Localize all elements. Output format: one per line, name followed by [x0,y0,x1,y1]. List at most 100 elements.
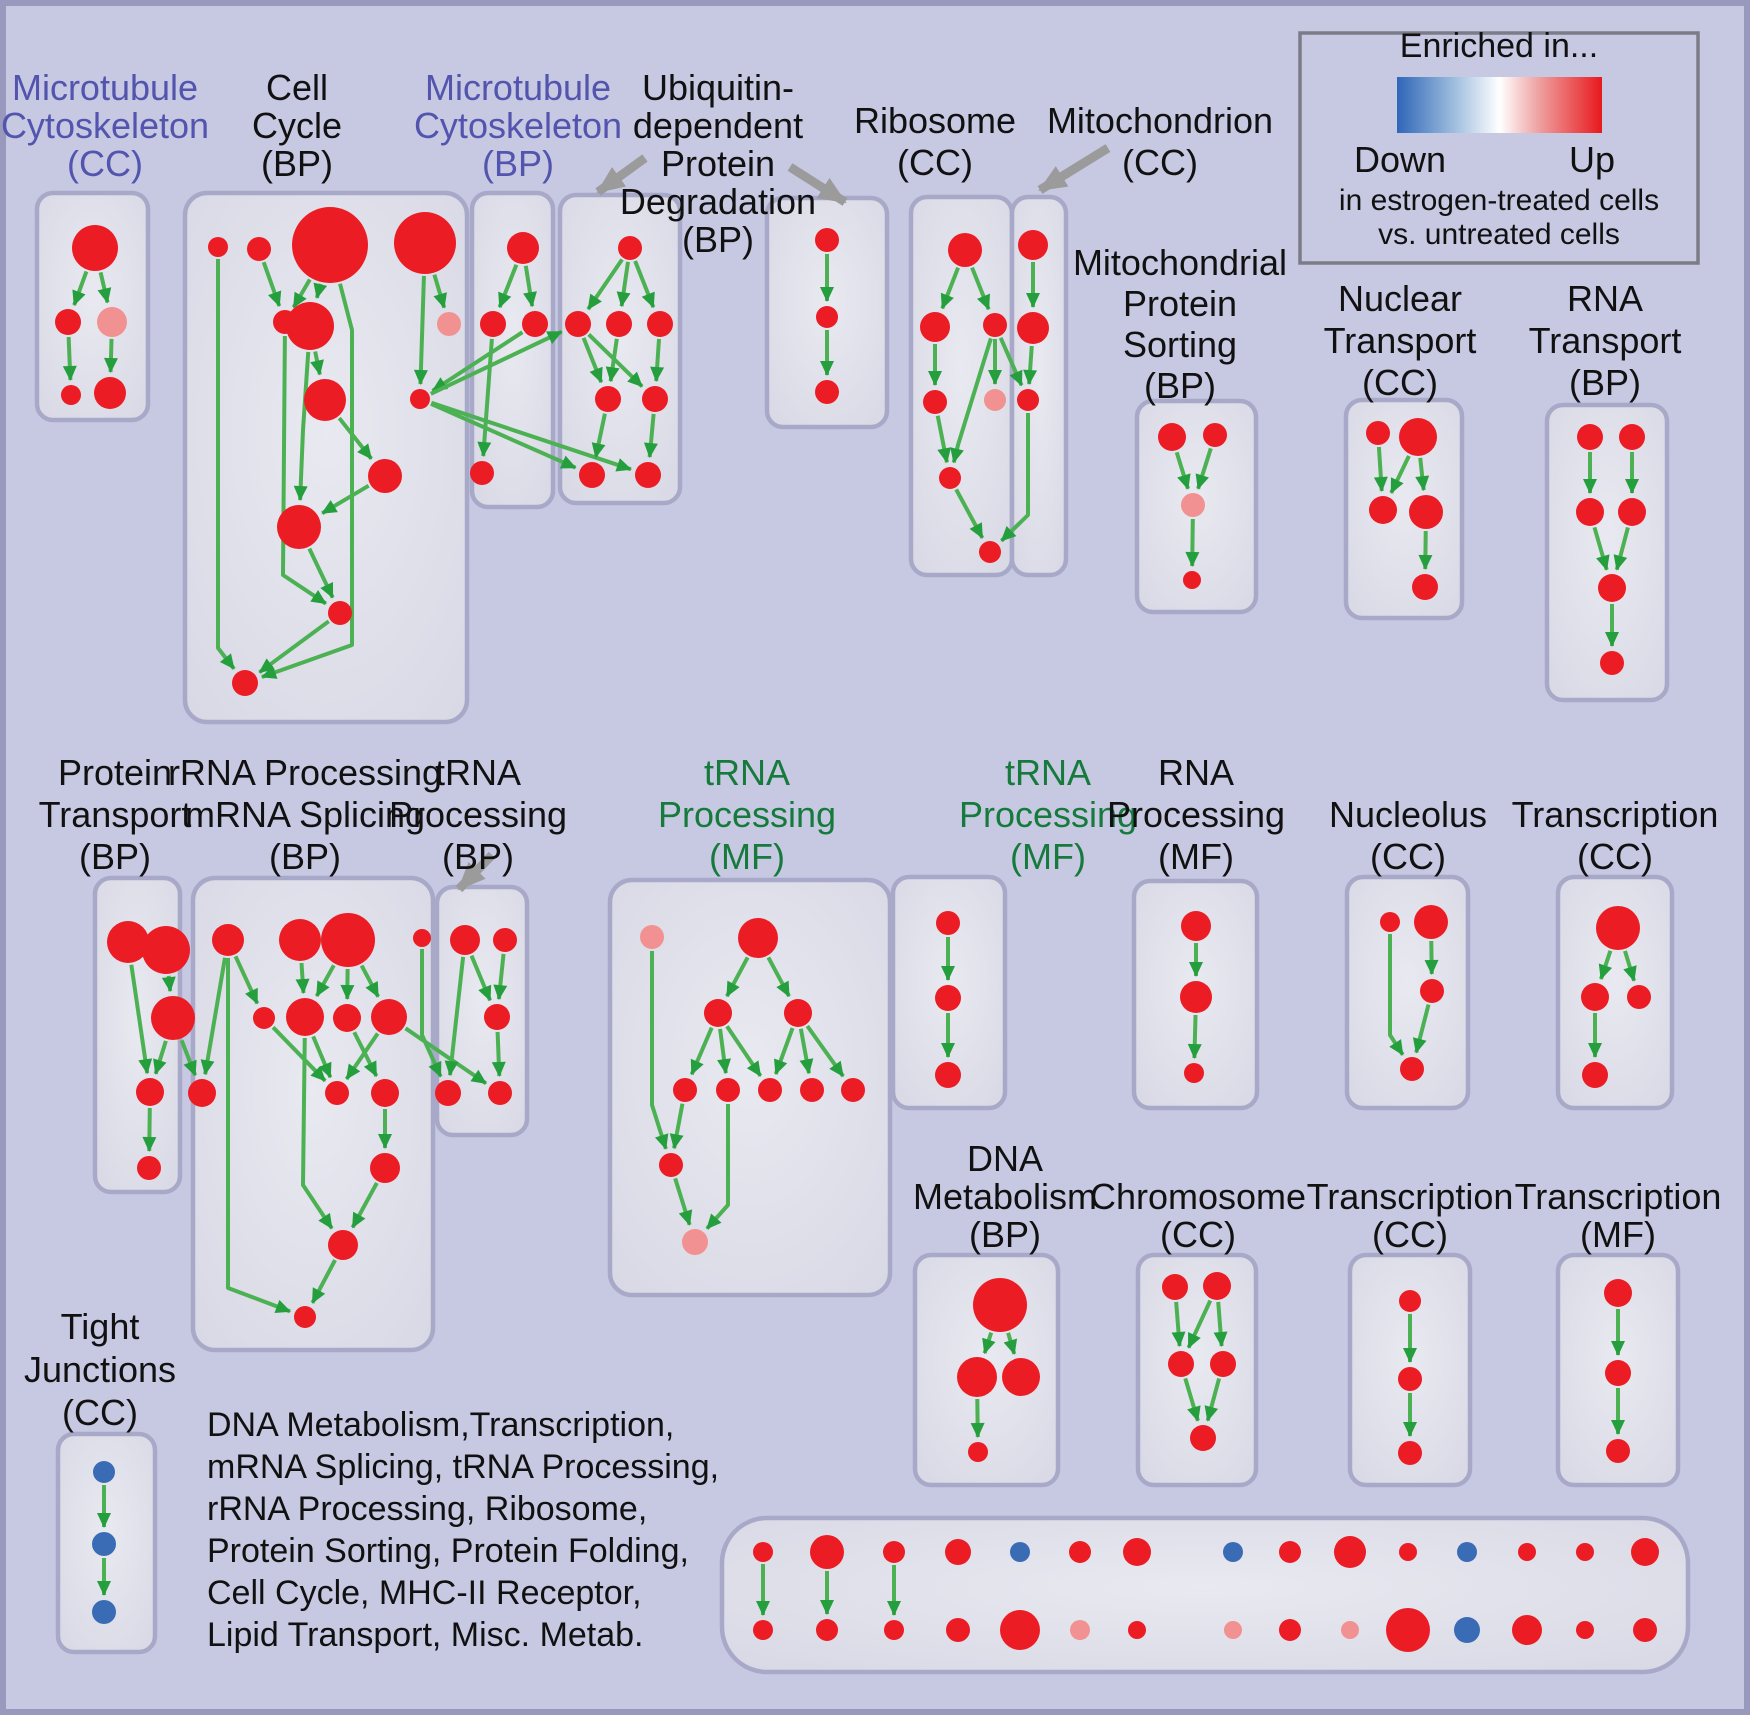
go-node-cell-cycle [247,237,271,261]
cluster-label-mitochondrion: Mitochondrion [1047,100,1273,141]
go-node-ubiquitin-degradation [606,311,632,337]
edge-arrow [350,1181,379,1229]
go-node-summary [1224,1621,1242,1639]
cluster-label-cell-cycle: Cycle [252,105,342,146]
misc-category-list-line: Lipid Transport, Misc. Metab. [207,1616,644,1654]
go-node-summary [1279,1619,1301,1641]
go-node-rrna-mrna [328,1230,358,1260]
edge-arrow [103,338,118,374]
edge-arrow [281,335,327,606]
go-node-tight-junctions [92,1600,116,1624]
go-node-ubiquitin-degradation [647,311,673,337]
go-node-summary [1633,1618,1657,1642]
go-node-trna-mf-1 [738,918,778,958]
cluster-label-ubiquitin-degradation: Degradation [620,181,816,222]
go-node-tight-junctions [92,1532,116,1556]
go-node-cell-cycle [208,237,228,257]
go-node-transcription-mf [1604,1279,1632,1307]
edge-arrow [271,1025,327,1083]
go-node-summary [1454,1617,1480,1643]
cluster-label-nuclear-transport: (CC) [1362,362,1438,403]
cluster-label-microtubule-bp: Cytoskeleton [414,105,622,146]
cluster-label-rna-transport: RNA [1567,278,1643,319]
go-node-ribosome [923,390,947,414]
go-node-ribosome [983,313,1007,337]
go-node-cell-cycle [277,505,321,549]
go-node-trna-mf-1 [784,999,812,1027]
go-node-rrna-mrna [253,1007,275,1029]
go-node-trna-mf-2 [935,1062,961,1088]
cluster-label-trna-bp: (BP) [442,836,514,877]
cluster-label-dna-metabolism: Metabolism [913,1176,1097,1217]
edge-arrow [935,415,952,464]
edge-arrow [805,1024,845,1078]
go-node-rrna-mrna [294,1306,316,1328]
go-node-transcription-mf [1606,1439,1630,1463]
go-node-microtubule-bp [507,232,539,264]
go-node-rrna-mrna [212,924,244,956]
cluster-label-transcription-mf: Transcription [1515,1176,1722,1217]
go-node-transcription-cc-2 [1398,1441,1422,1465]
edge-arrow [1373,446,1388,493]
go-node-ubiquitin-degradation [635,462,661,488]
go-node-summary [1123,1538,1151,1566]
edge-arrow [310,1259,337,1304]
edge-arrow [307,547,335,599]
edge-arrow [161,975,176,993]
edge-arrow [431,330,524,393]
go-node-rna-transport [1577,424,1603,450]
cluster-label-ubiquitin-degradation: (BP) [682,219,754,260]
edge-arrow [766,956,791,998]
edge-arrow [1183,1377,1201,1422]
cluster-label-microtubule-cc: Microtubule [12,67,198,108]
go-node-summary [1386,1608,1430,1652]
cluster-label-ubiquitin-degradation: dependent [633,105,803,146]
go-node-trna-bp [488,1081,512,1105]
cluster-label-mito-sorting: (BP) [1144,365,1216,406]
go-node-summary [945,1539,971,1565]
go-node-rna-transport [1600,651,1624,675]
edge-arrow [142,1107,157,1153]
go-node-rrna-mrna [371,1079,399,1107]
edge-arrow [650,951,669,1150]
cluster-label-protein-transport: Protein [58,752,172,793]
edge-arrow [725,1025,763,1078]
go-node-ribosome [920,312,950,342]
cluster-box-microtubule-bp [469,190,556,510]
edge-arrow [940,266,960,310]
edge-arrow [429,329,563,396]
edge-arrow [1415,457,1430,492]
edge-arrow [705,1104,730,1230]
cluster-label-microtubule-cc: Cytoskeleton [1,105,209,146]
go-node-trna-mf-1 [673,1078,697,1102]
edge-arrow [301,1037,334,1230]
go-node-rrna-mrna [286,998,324,1036]
edge-arrow [404,1026,488,1086]
cluster-label-chromosome: (CC) [1160,1214,1236,1255]
go-node-summary [1518,1543,1536,1561]
edge-arrow [1598,950,1613,980]
go-node-cell-cycle [304,379,346,421]
edge-arrow [1623,950,1637,982]
edge-arrow [1213,1301,1228,1348]
cluster-label-microtubule-bp: (BP) [482,143,554,184]
edge-arrow [1412,1004,1431,1054]
edge-arrow [1204,1377,1222,1422]
go-node-summary [1010,1542,1030,1562]
edge-arrow [1592,526,1610,571]
go-node-mito-sorting [1158,423,1186,451]
go-node-trna-mf-1 [800,1078,824,1102]
cluster-label-trna-bp: Processing [389,794,567,835]
cluster-label-trna-mf-2: Processing [959,794,1137,835]
annotation-arrow [787,163,848,206]
edge-arrow [970,266,991,311]
go-node-trna-bp [493,928,517,952]
misc-category-list-line: Protein Sorting, Protein Folding, [207,1532,689,1570]
go-node-rrna-mrna [413,929,431,947]
edge-arrow [179,1039,198,1077]
cluster-label-nuclear-transport: Nuclear [1338,278,1462,319]
go-node-microtubule-cc [55,309,81,335]
cluster-label-trna-mf-2: tRNA [1005,752,1091,793]
go-node-ubiquitin-degradation [816,306,838,328]
go-node-rna-processing-mf [1180,981,1212,1013]
